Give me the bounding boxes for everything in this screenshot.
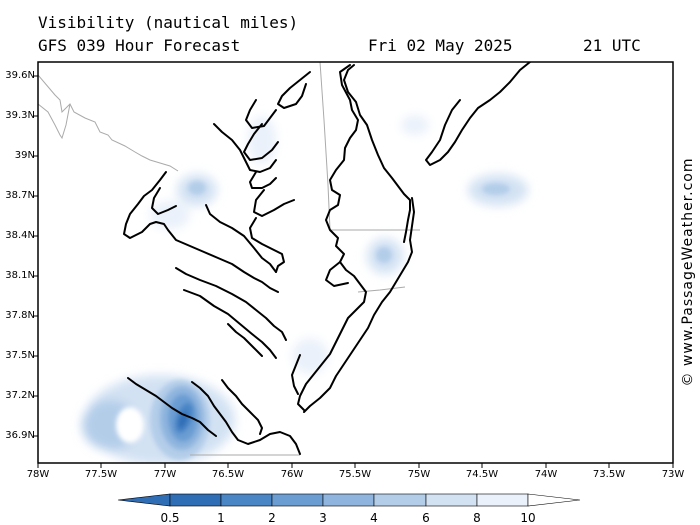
lon-label: 74W xyxy=(534,469,558,480)
lon-label: 73W xyxy=(661,469,685,480)
lon-label: 75.5W xyxy=(338,469,372,480)
colorbar-label: 3 xyxy=(319,511,327,525)
colorbar-label: 2 xyxy=(268,511,276,525)
lon-label: 76.5W xyxy=(211,469,245,480)
visibility-shading xyxy=(82,115,528,463)
lat-label: 38.4N xyxy=(5,230,35,241)
lat-label: 39N xyxy=(14,150,35,161)
coastlines xyxy=(123,62,531,455)
colorbar-label: 10 xyxy=(520,511,536,525)
lat-label: 37.2N xyxy=(5,390,35,401)
lat-label: 37.5N xyxy=(5,350,35,361)
lat-label: 37.8N xyxy=(5,310,35,321)
colorbar-label: 6 xyxy=(422,511,430,525)
lat-label: 39.6N xyxy=(5,70,35,81)
lat-label: 38.1N xyxy=(5,270,35,281)
colorbar-label: 0.5 xyxy=(160,511,180,525)
lon-label: 75W xyxy=(407,469,431,480)
colorbar-label: 4 xyxy=(370,511,378,525)
map-title: Visibility (nautical miles) xyxy=(38,13,299,32)
forecast-time: 21 UTC xyxy=(583,36,641,55)
lon-label: 77W xyxy=(153,469,177,480)
lon-label: 77.5W xyxy=(84,469,118,480)
lat-label: 36.9N xyxy=(5,430,35,441)
lon-label: 73.5W xyxy=(592,469,626,480)
lon-label: 78W xyxy=(26,469,50,480)
colorbar-label: 8 xyxy=(473,511,481,525)
site-watermark: © www.PassageWeather.com xyxy=(680,157,696,387)
lat-label: 39.3N xyxy=(5,110,35,121)
state-borders xyxy=(38,62,420,456)
colorbar-label: 1 xyxy=(217,511,225,525)
axis-ticks xyxy=(33,75,674,468)
lon-label: 74.5W xyxy=(465,469,499,480)
lon-label: 76W xyxy=(280,469,304,480)
forecast-model: GFS 039 Hour Forecast xyxy=(38,36,241,55)
lat-label: 38.7N xyxy=(5,190,35,201)
forecast-date: Fri 02 May 2025 xyxy=(368,36,513,55)
colorbar xyxy=(117,493,581,507)
